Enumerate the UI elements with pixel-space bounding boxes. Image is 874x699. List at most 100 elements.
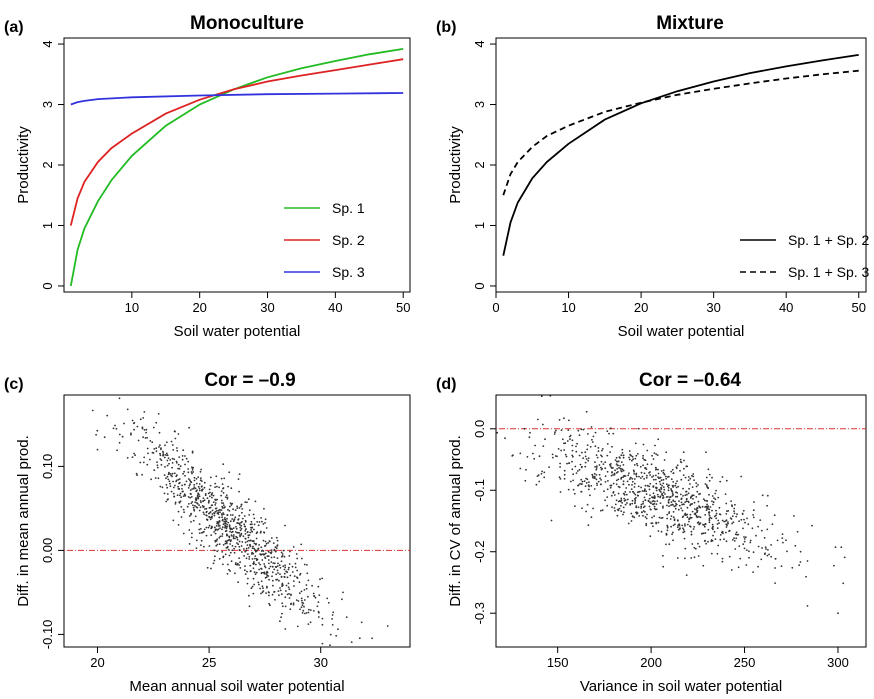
scatter-point	[187, 496, 190, 498]
scatter-point	[683, 503, 685, 506]
scatter-point	[198, 483, 201, 485]
scatter-point	[751, 527, 754, 530]
scatter-point	[538, 455, 541, 458]
scatter-point	[692, 494, 695, 497]
scatter-point	[300, 590, 303, 593]
scatter-point	[604, 467, 607, 470]
scatter-point	[707, 468, 710, 471]
scatter-point	[237, 522, 239, 525]
scatter-point	[745, 564, 748, 566]
scatter-point	[212, 494, 215, 497]
scatter-point	[276, 557, 279, 559]
scatter-point	[276, 545, 278, 547]
scatter-point	[266, 586, 268, 589]
scatter-point	[307, 623, 310, 625]
scatter-point	[691, 494, 694, 497]
scatter-point	[331, 614, 334, 616]
scatter-point	[591, 441, 594, 443]
scatter-point	[640, 486, 642, 489]
scatter-point	[646, 484, 649, 487]
scatter-point	[270, 556, 273, 559]
scatter-point	[640, 503, 643, 506]
scatter-point	[182, 449, 185, 452]
scatter-point	[163, 492, 166, 495]
scatter-point	[198, 532, 201, 534]
scatter-point	[263, 565, 266, 568]
scatter-point	[694, 513, 697, 516]
scatter-point	[774, 557, 777, 560]
scatter-point	[238, 564, 241, 566]
scatter-point	[229, 528, 232, 531]
scatter-point	[268, 602, 270, 605]
scatter-point	[321, 617, 324, 620]
scatter-point	[588, 481, 590, 483]
legend-label: Sp. 1 + Sp. 2	[788, 232, 870, 248]
scatter-point	[182, 495, 185, 497]
scatter-point	[209, 506, 212, 509]
scatter-point	[314, 596, 317, 599]
scatter-point	[632, 458, 634, 461]
scatter-point	[292, 602, 295, 604]
scatter-point	[671, 468, 674, 471]
scatter-point	[661, 484, 663, 487]
scatter-point	[187, 503, 190, 505]
scatter-point	[116, 449, 118, 452]
scatter-point	[226, 573, 229, 575]
scatter-point	[643, 496, 646, 499]
scatter-point	[175, 479, 178, 482]
scatter-point	[248, 514, 251, 516]
scatter-point	[337, 628, 339, 631]
series-line-2	[69, 58, 404, 226]
scatter-point	[678, 500, 680, 502]
scatter-point	[718, 506, 721, 509]
scatter-point	[666, 517, 668, 520]
scatter-point	[290, 593, 292, 596]
scatter-point	[174, 484, 176, 487]
scatter-point	[689, 513, 692, 516]
scatter-point	[213, 549, 216, 552]
scatter-point	[271, 565, 274, 568]
scatter-point	[682, 474, 685, 476]
scatter-point	[273, 556, 276, 558]
scatter-point	[554, 431, 556, 434]
scatter-point	[742, 543, 745, 546]
scatter-point	[684, 501, 687, 503]
scatter-point	[321, 642, 324, 645]
scatter-point	[634, 501, 636, 503]
scatter-point	[599, 483, 602, 486]
scatter-point	[643, 458, 646, 461]
scatter-point	[243, 525, 246, 528]
scatter-point	[710, 517, 713, 520]
scatter-point	[303, 605, 305, 608]
scatter-point	[676, 495, 679, 498]
scatter-point	[235, 535, 238, 538]
scatter-point	[652, 478, 655, 481]
scatter-point	[740, 475, 743, 478]
scatter-point	[712, 525, 714, 528]
scatter-point	[620, 505, 622, 507]
scatter-point	[660, 517, 663, 519]
scatter-point	[695, 511, 698, 513]
scatter-point	[578, 434, 581, 437]
scatter-point	[181, 484, 184, 487]
scatter-point	[266, 585, 268, 588]
scatter-point	[668, 543, 671, 546]
scatter-point	[734, 503, 736, 506]
scatter-point	[213, 559, 216, 562]
scatter-point	[703, 525, 706, 528]
scatter-point	[193, 486, 196, 488]
scatter-point	[631, 455, 634, 458]
scatter-point	[215, 510, 218, 512]
scatter-point	[628, 450, 631, 452]
scatter-point	[711, 500, 713, 503]
scatter-point	[649, 494, 651, 496]
scatter-point	[635, 472, 638, 475]
scatter-point	[199, 528, 202, 530]
scatter-point	[662, 554, 664, 557]
scatter-point	[566, 462, 568, 465]
scatter-point	[265, 592, 267, 594]
scatter-point	[302, 609, 305, 612]
scatter-point	[703, 540, 706, 542]
scatter-point	[194, 515, 197, 518]
scatter-point	[171, 457, 174, 460]
